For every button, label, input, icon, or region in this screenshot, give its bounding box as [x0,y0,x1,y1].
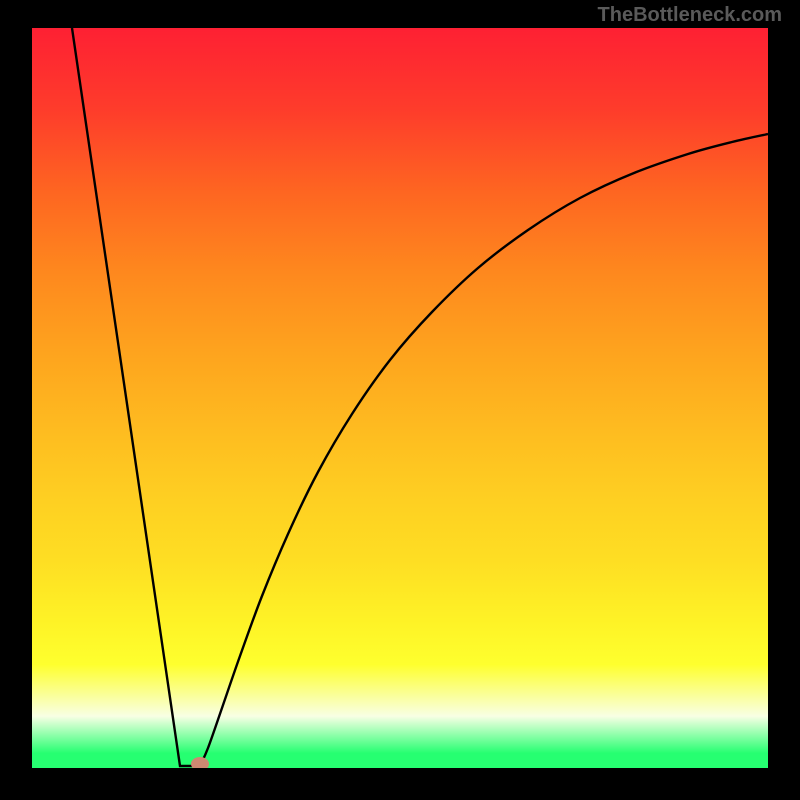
plot-area [32,28,768,768]
attribution-text: TheBottleneck.com [598,4,782,27]
bottleneck-curve-svg [32,28,768,768]
optimal-point-marker [191,757,209,768]
bottleneck-curve-path [72,28,768,766]
